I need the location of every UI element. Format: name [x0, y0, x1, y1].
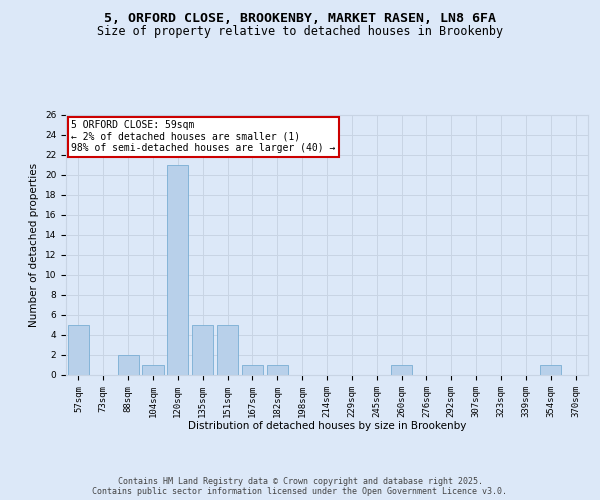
- Bar: [167, 165, 188, 375]
- Bar: [118, 355, 139, 375]
- Bar: [267, 365, 288, 375]
- Bar: [540, 365, 561, 375]
- Text: 5 ORFORD CLOSE: 59sqm
← 2% of detached houses are smaller (1)
98% of semi-detach: 5 ORFORD CLOSE: 59sqm ← 2% of detached h…: [71, 120, 335, 154]
- Y-axis label: Number of detached properties: Number of detached properties: [29, 163, 39, 327]
- Text: 5, ORFORD CLOSE, BROOKENBY, MARKET RASEN, LN8 6FA: 5, ORFORD CLOSE, BROOKENBY, MARKET RASEN…: [104, 12, 496, 26]
- Bar: [68, 325, 89, 375]
- Text: Contains HM Land Registry data © Crown copyright and database right 2025.
Contai: Contains HM Land Registry data © Crown c…: [92, 476, 508, 496]
- Bar: [242, 365, 263, 375]
- Text: Size of property relative to detached houses in Brookenby: Size of property relative to detached ho…: [97, 24, 503, 38]
- Bar: [217, 325, 238, 375]
- Bar: [192, 325, 213, 375]
- Bar: [391, 365, 412, 375]
- Bar: [142, 365, 164, 375]
- X-axis label: Distribution of detached houses by size in Brookenby: Distribution of detached houses by size …: [188, 421, 466, 431]
